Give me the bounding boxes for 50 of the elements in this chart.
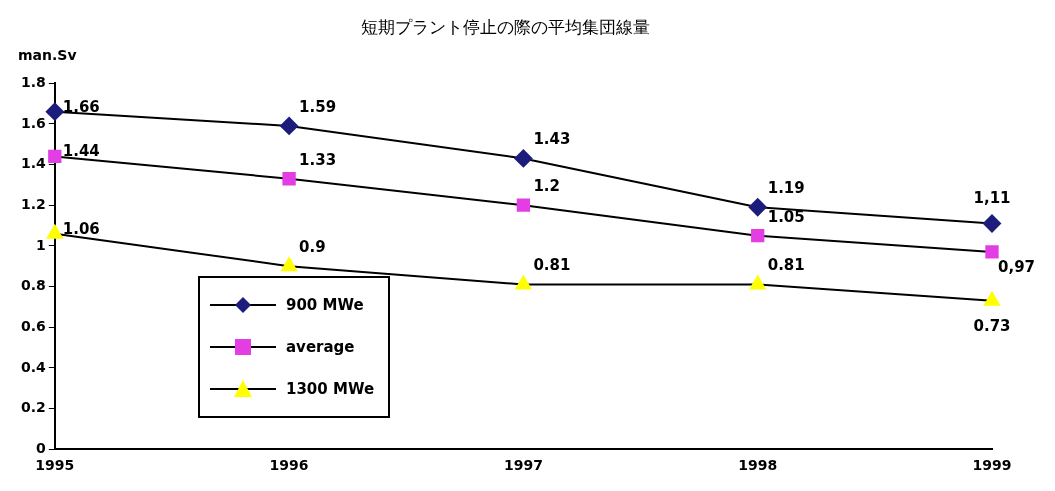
point (983, 214, 1001, 233)
point (282, 172, 296, 186)
data-label: 0.9 (299, 238, 326, 257)
y-tick-label: 1.2 (20, 195, 46, 212)
data-label: 1,11 (973, 189, 1011, 208)
y-tick-label: 1.4 (20, 155, 47, 172)
data-label: 0.81 (533, 256, 571, 275)
point (748, 198, 767, 217)
y-tick-label: 0.2 (20, 399, 46, 416)
data-label: 1.19 (767, 179, 805, 198)
data-label: 1.43 (533, 130, 571, 149)
point (281, 257, 298, 272)
data-label: 1.66 (62, 97, 100, 116)
data-label: 0,97 (998, 257, 1036, 276)
data-label: 1.44 (62, 142, 100, 161)
data-label: 0.73 (973, 316, 1011, 335)
point (514, 149, 533, 168)
point (45, 102, 64, 121)
point (984, 291, 1000, 306)
x-tick-label: 1998 (738, 457, 778, 474)
point (751, 229, 765, 243)
data-label: 0.81 (767, 256, 805, 275)
point (48, 149, 62, 164)
legend-label: 1300 MWe (286, 380, 375, 398)
y-tick-label: 0.8 (20, 277, 46, 294)
data-label: 1.06 (62, 219, 100, 238)
data-label: 1.2 (533, 177, 560, 196)
y-tick-label: 0.6 (20, 317, 46, 334)
point (516, 198, 531, 212)
y-axis-title: man.Sv (18, 47, 77, 64)
x-tick-label: 1997 (503, 457, 543, 474)
legend-label: average (286, 338, 355, 356)
data-label: 1.33 (299, 150, 337, 169)
y-tick-label: 0 (36, 439, 47, 456)
y-tick-label: 1.6 (20, 114, 46, 131)
legend-label: 900 MWe (286, 296, 364, 314)
x-tick-label: 1995 (35, 457, 75, 474)
y-tick-label: 1 (36, 236, 46, 253)
point (515, 275, 532, 290)
y-tick-label: 1.8 (20, 73, 46, 90)
point (46, 224, 63, 239)
x-tick-label: 1996 (269, 457, 309, 474)
data-label: 1.05 (767, 207, 805, 226)
data-label: 1.59 (299, 97, 337, 116)
chart-title: 短期プラント停止の際の平均集団線量 (360, 16, 650, 37)
y-tick-label: 0.4 (20, 358, 47, 375)
point (280, 116, 299, 135)
point (749, 275, 766, 290)
point (985, 245, 999, 259)
x-tick-label: 1999 (972, 457, 1012, 474)
